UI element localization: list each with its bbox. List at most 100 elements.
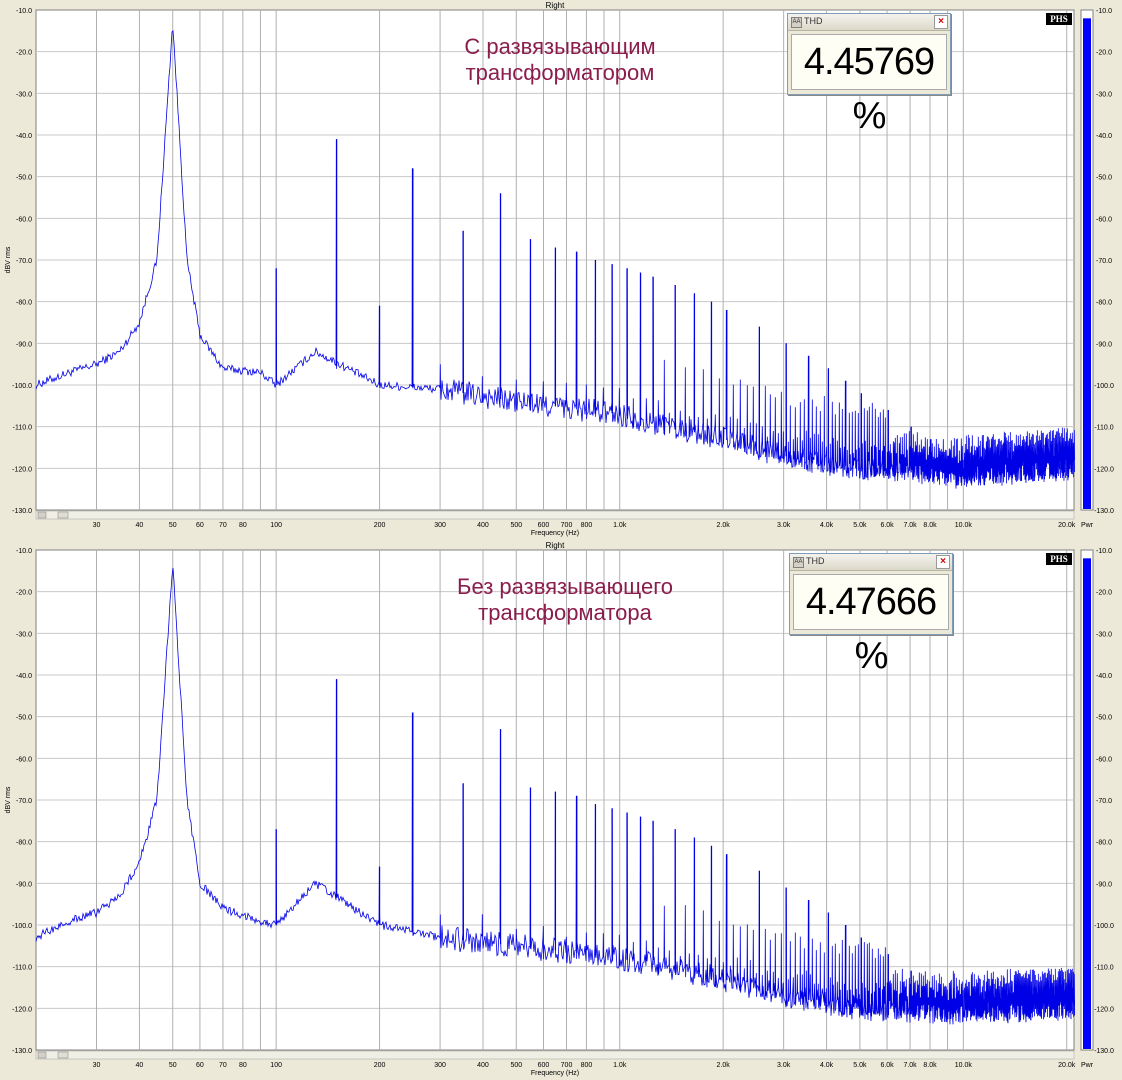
- meter-tick-label: -60.0: [1096, 756, 1112, 763]
- x-tick-label: 70: [219, 1062, 227, 1069]
- y-tick-label: -30.0: [16, 91, 32, 98]
- meter-tick-label: -60.0: [1096, 216, 1112, 223]
- x-tick-label: 1.0k: [613, 1062, 627, 1069]
- y-tick-label: -40.0: [16, 133, 32, 140]
- x-tick-label: 60: [196, 522, 204, 529]
- y-tick-label: -60.0: [16, 756, 32, 763]
- y-axis-label: dBV rms: [5, 786, 12, 813]
- scroll-left-button: [37, 511, 47, 519]
- meter-label: Pwr: [1081, 522, 1094, 529]
- y-tick-label: -70.0: [16, 798, 32, 805]
- phs-logo: PHS: [1046, 13, 1072, 25]
- x-tick-label: 20.0k: [1058, 522, 1076, 529]
- close-icon[interactable]: ×: [934, 15, 948, 29]
- y-tick-label: -130.0: [12, 1048, 32, 1055]
- meter-tick-label: -90.0: [1096, 881, 1112, 888]
- app-icon: AA: [791, 17, 802, 28]
- x-tick-label: 50: [169, 522, 177, 529]
- chart-title: Right: [546, 541, 565, 550]
- x-tick-label: 60: [196, 1062, 204, 1069]
- x-tick-label: 100: [270, 1062, 282, 1069]
- x-tick-label: 700: [561, 1062, 573, 1069]
- meter-tick-label: -70.0: [1096, 258, 1112, 265]
- x-tick-label: 30: [93, 1062, 101, 1069]
- x-tick-label: 600: [538, 522, 550, 529]
- x-tick-label: 10.0k: [955, 522, 973, 529]
- x-tick-label: 5.0k: [853, 1062, 867, 1069]
- spectrum-series: [35, 567, 1075, 1025]
- spectrum-panel-without-transformer: Right -10.0 -10.0 -20.0 -20.0 -30.0 -30.0 -40.0…: [0, 540, 1122, 1080]
- x-tick-label: 2.0k: [717, 522, 731, 529]
- x-axis-label: Frequency (Hz): [531, 1070, 579, 1077]
- x-tick-label: 400: [477, 1062, 489, 1069]
- x-tick-label: 5.0k: [853, 522, 867, 529]
- meter-tick-label: -10.0: [1096, 548, 1112, 555]
- x-tick-label: 2.0k: [717, 1062, 731, 1069]
- y-tick-label: -10.0: [16, 8, 32, 15]
- x-tick-label: 40: [136, 1062, 144, 1069]
- thd-window[interactable]: AA THD × 4.47666 %: [789, 553, 953, 677]
- meter-tick-label: -50.0: [1096, 715, 1112, 722]
- chart-annotation: С развязывающим трансформатором: [410, 34, 710, 86]
- x-tick-label: 30: [93, 522, 101, 529]
- x-tick-label: 3.0k: [777, 522, 791, 529]
- power-meter-bar: [1083, 558, 1091, 1049]
- x-tick-label: 200: [374, 522, 386, 529]
- y-tick-label: -130.0: [12, 508, 32, 515]
- meter-tick-label: -50.0: [1096, 175, 1112, 182]
- thd-window[interactable]: AA THD × 4.45769 %: [787, 13, 951, 137]
- app-icon: AA: [793, 557, 804, 568]
- thd-value: 4.47666 %: [793, 574, 949, 677]
- x-tick-label: 7.0k: [903, 1062, 917, 1069]
- y-axis-label: dBV rms: [5, 246, 12, 273]
- scroll-thumb: [57, 511, 69, 519]
- x-tick-label: 4.0k: [820, 1062, 834, 1069]
- meter-tick-label: -110.0: [1094, 425, 1113, 432]
- spectrum-series: [35, 30, 1075, 489]
- x-axis-label: Frequency (Hz): [531, 530, 579, 537]
- phs-logo: PHS: [1046, 553, 1072, 565]
- annotation-line-2: трансформатора: [478, 600, 652, 625]
- meter-tick-label: -40.0: [1096, 133, 1112, 140]
- y-tick-label: -20.0: [16, 50, 32, 57]
- meter-tick-label: -30.0: [1096, 631, 1112, 638]
- y-tick-label: -70.0: [16, 258, 32, 265]
- power-meter-bar: [1083, 18, 1091, 509]
- thd-title: THD: [806, 556, 825, 566]
- x-tick-label: 40: [136, 522, 144, 529]
- horizontal-scrollbar: [35, 1050, 1075, 1060]
- horizontal-scrollbar: [35, 510, 1075, 520]
- x-tick-label: 8.0k: [923, 1062, 937, 1069]
- chart-annotation: Без развязывающего трансформатора: [415, 574, 715, 626]
- x-tick-label: 10.0k: [955, 1062, 973, 1069]
- meter-tick-label: -130.0: [1094, 508, 1114, 515]
- thd-titlebar[interactable]: AA THD ×: [790, 554, 952, 571]
- meter-tick-label: -100.0: [1094, 923, 1114, 930]
- meter-tick-label: -70.0: [1096, 798, 1112, 805]
- x-tick-label: 70: [219, 522, 227, 529]
- scroll-left-button: [37, 1051, 47, 1059]
- y-tick-label: -120.0: [12, 1006, 32, 1013]
- x-tick-label: 500: [510, 1062, 522, 1069]
- spectrum-panel-with-transformer: Right -10.0 -10.0 -20.0 -20.0 -30.0 -30.0 -40.0…: [5, 1, 1115, 537]
- y-tick-label: -110.0: [13, 425, 32, 432]
- thd-titlebar[interactable]: AA THD ×: [788, 14, 950, 31]
- y-tick-label: -80.0: [16, 840, 32, 847]
- meter-tick-label: -130.0: [1094, 1048, 1114, 1055]
- meter-tick-label: -120.0: [1094, 1006, 1114, 1013]
- y-tick-label: -10.0: [16, 548, 32, 555]
- meter-tick-label: -80.0: [1096, 840, 1112, 847]
- x-tick-label: 8.0k: [923, 522, 937, 529]
- meter-tick-label: -100.0: [1094, 383, 1114, 390]
- scroll-thumb: [57, 1051, 69, 1059]
- x-tick-label: 200: [374, 1062, 386, 1069]
- meter-tick-label: -20.0: [1096, 50, 1112, 57]
- x-tick-label: 80: [239, 1062, 247, 1069]
- meter-tick-label: -30.0: [1096, 91, 1112, 98]
- meter-tick-label: -40.0: [1096, 673, 1112, 680]
- close-icon[interactable]: ×: [936, 555, 950, 569]
- annotation-line-1: С развязывающим: [464, 34, 656, 59]
- y-tick-label: -60.0: [16, 216, 32, 223]
- meter-tick-label: -120.0: [1094, 466, 1114, 473]
- y-tick-label: -90.0: [16, 881, 32, 888]
